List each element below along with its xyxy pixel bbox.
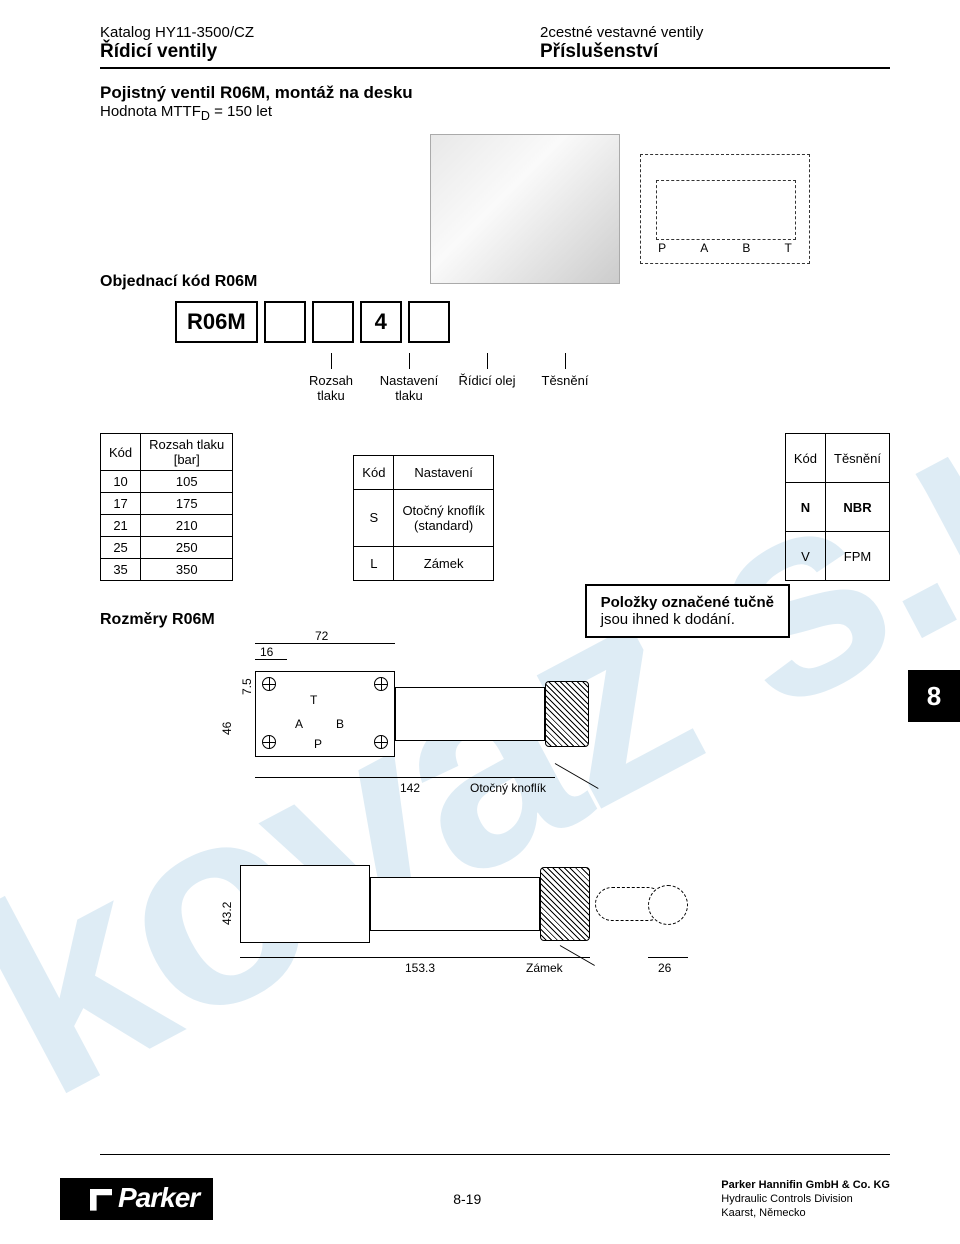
table-pressure: Kód Rozsah tlaku [bar] 10105 17175 21210… <box>100 433 233 581</box>
table-pressure-h2: Rozsah tlaku [bar] <box>141 434 233 471</box>
order-box-4 <box>408 301 450 343</box>
symbol-port-t: T <box>785 241 792 255</box>
order-label-adjust: Nastavení tlaku <box>380 373 439 403</box>
order-label-seal: Těsnění <box>542 373 589 388</box>
header-right-bold: Příslušenství <box>540 41 890 63</box>
order-box-2 <box>312 301 354 343</box>
header-right-small: 2cestné vestavné ventily <box>540 24 890 41</box>
page-number: 8-19 <box>453 1191 481 1207</box>
order-label-pressure: Rozsah tlaku <box>309 373 353 403</box>
product-photo <box>430 134 620 284</box>
availability-box: Položky označené tučně jsou ihned k dodá… <box>585 584 790 638</box>
header-left-small: Katalog HY11-3500/CZ <box>100 24 450 41</box>
symbol-port-p: P <box>658 241 666 255</box>
order-box-model: R06M <box>175 301 258 343</box>
order-label-oil: Řídicí olej <box>458 373 515 388</box>
page-footer: Parker 8-19 Parker Hannifin GmbH & Co. K… <box>0 1154 960 1244</box>
order-box-3: 4 <box>360 301 402 343</box>
symbol-port-a: A <box>700 241 708 255</box>
parker-logo: Parker <box>60 1178 213 1220</box>
table-seal: Kód Těsnění N NBR V FPM <box>785 433 890 581</box>
header-rule <box>100 67 890 69</box>
table-adjust: Kód Nastavení S Otočný knoflík (standard… <box>353 455 494 581</box>
header-left-bold: Řídicí ventily <box>100 41 450 63</box>
table-pressure-h1: Kód <box>101 434 141 471</box>
drawing-area: 72 16 7.5 46 T A B P <box>100 635 890 1055</box>
hydraulic-symbol: P A B T <box>640 154 810 264</box>
section-mttf: Hodnota MTTFD = 150 let <box>100 103 890 123</box>
footer-company: Parker Hannifin GmbH & Co. KG Hydraulic … <box>721 1178 890 1221</box>
order-box-1 <box>264 301 306 343</box>
section-title: Pojistný ventil R06M, montáž na desku <box>100 83 890 103</box>
symbol-port-b: B <box>742 241 750 255</box>
chapter-tab: 8 <box>908 670 960 722</box>
